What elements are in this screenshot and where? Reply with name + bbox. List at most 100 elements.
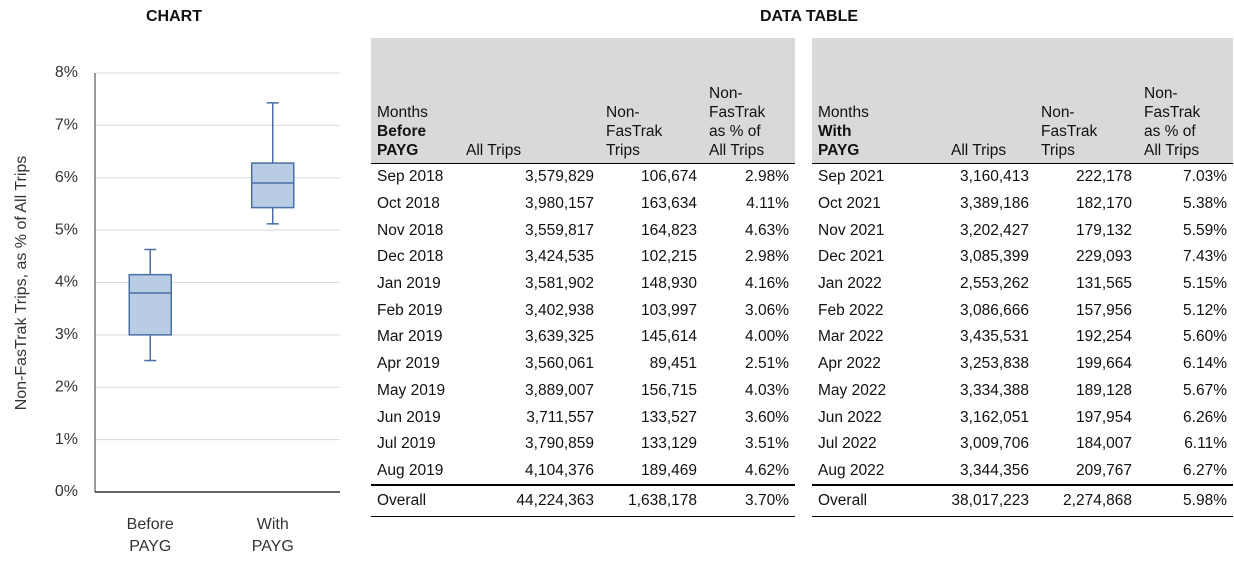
table-cell: 222,178 bbox=[1075, 168, 1132, 186]
table-cell: 3,009,706 bbox=[960, 435, 1029, 453]
table-cell: 3,160,413 bbox=[960, 168, 1029, 186]
table-cell: 5.38% bbox=[1183, 195, 1227, 213]
table-cell: 3,334,388 bbox=[960, 381, 1029, 399]
table-row: Aug 2022 3,344,356 209,767 6.27% bbox=[812, 458, 1233, 486]
table-row: Jun 2022 3,162,051 197,954 6.26% bbox=[812, 404, 1233, 431]
table-cell: 3,579,829 bbox=[525, 168, 594, 186]
table-cell: Sep 2018 bbox=[377, 168, 444, 186]
table-cell: 4.11% bbox=[746, 195, 789, 213]
table-cell: 184,007 bbox=[1075, 435, 1132, 453]
table-cell: 6.26% bbox=[1183, 408, 1227, 426]
table-cell: 3,560,061 bbox=[525, 355, 594, 373]
footer-row: Overall 44,224,363 1,638,178 3.70% bbox=[371, 484, 795, 518]
table-cell: 4.00% bbox=[745, 328, 789, 346]
table-cell: 3,980,157 bbox=[525, 195, 594, 213]
table-row: Nov 2021 3,202,427 179,132 5.59% bbox=[812, 217, 1233, 244]
table-row: Feb 2022 3,086,666 157,956 5.12% bbox=[812, 297, 1233, 324]
header-cell: Months With PAYG bbox=[812, 38, 945, 164]
header-cell: All Trips bbox=[460, 38, 600, 164]
table-cell: 3,202,427 bbox=[960, 221, 1029, 239]
header-text: All Trips bbox=[951, 142, 1007, 159]
table-cell: May 2019 bbox=[377, 381, 446, 399]
table-cell: 131,565 bbox=[1075, 275, 1132, 293]
table-cell: 102,215 bbox=[640, 248, 697, 266]
table-cell: 5.67% bbox=[1183, 381, 1227, 399]
footer-row: Overall 38,017,223 2,274,868 5.98% bbox=[812, 484, 1233, 518]
table-cell: 164,823 bbox=[640, 221, 697, 239]
table-cell: Jun 2022 bbox=[818, 408, 882, 426]
table-cell: Jan 2019 bbox=[377, 275, 441, 293]
table-cell: 5.15% bbox=[1183, 275, 1227, 293]
table-cell: 4.16% bbox=[745, 275, 789, 293]
table-cell: 106,674 bbox=[640, 168, 697, 186]
table-cell: 2,274,868 bbox=[1035, 484, 1138, 518]
table-cell: 1,638,178 bbox=[600, 484, 703, 518]
table-row: Mar 2019 3,639,325 145,614 4.00% bbox=[371, 324, 795, 351]
table-cell: May 2022 bbox=[818, 381, 887, 399]
data-table: Months Before PAYG All Trips Non-FasTrak Tr… bbox=[371, 38, 795, 518]
y-axis-label: Non-FasTrak Trips, as % of All Trips bbox=[13, 156, 30, 411]
table-cell: Overall bbox=[812, 484, 945, 518]
table-cell: 6.27% bbox=[1183, 461, 1227, 479]
table-cell: 148,930 bbox=[640, 275, 697, 293]
table-cell: Jul 2022 bbox=[818, 435, 877, 453]
table-row: Apr 2022 3,253,838 199,664 6.14% bbox=[812, 351, 1233, 378]
table-cell: 145,614 bbox=[640, 328, 697, 346]
y-tick-label: 5% bbox=[55, 221, 78, 238]
table-cell: 3,344,356 bbox=[960, 461, 1029, 479]
table-cell: 2,553,262 bbox=[960, 275, 1029, 293]
x-tick-label: With PAYG bbox=[251, 516, 294, 555]
table-row: Jun 2019 3,711,557 133,527 3.60% bbox=[371, 404, 795, 431]
chart: Non-FasTrak Trips, as % of All Trips 0% 1… bbox=[13, 64, 340, 500]
table-row: Nov 2018 3,559,817 164,823 4.63% bbox=[371, 217, 795, 244]
box bbox=[251, 162, 295, 209]
table-row: May 2019 3,889,007 156,715 4.03% bbox=[371, 378, 795, 405]
table-cell: 189,128 bbox=[1075, 381, 1132, 399]
table-row: Dec 2018 3,424,535 102,215 2.98% bbox=[371, 244, 795, 271]
header-cell: Non-FasTrak Trips bbox=[1035, 38, 1138, 164]
table-cell: 89,451 bbox=[649, 355, 697, 373]
table-cell: Mar 2022 bbox=[818, 328, 884, 346]
header-bold: Before PAYG bbox=[377, 123, 427, 159]
table-cell: Jul 2019 bbox=[377, 435, 436, 453]
table-cell: 192,254 bbox=[1075, 328, 1132, 346]
table-cell: 2.98% bbox=[745, 248, 789, 266]
table-row: Sep 2021 3,160,413 222,178 7.03% bbox=[812, 164, 1233, 191]
table-cell: 103,997 bbox=[640, 301, 697, 319]
y-tick-label: 0% bbox=[55, 483, 78, 500]
table-cell: Mar 2019 bbox=[377, 328, 443, 346]
header-text: Non-FasTrak Trips bbox=[1041, 104, 1098, 159]
table-cell: 7.03% bbox=[1183, 168, 1227, 186]
table-cell: Feb 2022 bbox=[818, 301, 884, 319]
table-cell: 4.62% bbox=[745, 461, 789, 479]
table-cell: 6.11% bbox=[1184, 435, 1227, 453]
box bbox=[128, 273, 172, 336]
table-cell: 3.51% bbox=[745, 435, 789, 453]
table-cell: 157,956 bbox=[1075, 301, 1132, 319]
table-cell: Nov 2018 bbox=[377, 221, 444, 239]
table-cell: 3,639,325 bbox=[525, 328, 594, 346]
table-cell: 3,402,938 bbox=[525, 301, 594, 319]
table-cell: 3,162,051 bbox=[960, 408, 1029, 426]
header-text: Non-FasTrak as % of All Trips bbox=[1144, 85, 1201, 159]
table-cell: 3.60% bbox=[745, 408, 789, 426]
table-heading: DATA TABLE bbox=[760, 8, 859, 25]
table-cell: Dec 2018 bbox=[377, 248, 444, 266]
table-cell: 4,104,376 bbox=[525, 461, 594, 479]
table-cell: 4.63% bbox=[745, 221, 789, 239]
x-tick-label: Before PAYG bbox=[126, 516, 174, 555]
table-cell: 2.98% bbox=[745, 168, 789, 186]
header-cell: Months Before PAYG bbox=[371, 38, 460, 164]
table-cell: 2.51% bbox=[745, 355, 789, 373]
table-cell: Apr 2022 bbox=[818, 355, 881, 373]
header-text: All Trips bbox=[466, 142, 522, 159]
table-cell: 163,634 bbox=[640, 195, 697, 213]
table-cell: 197,954 bbox=[1075, 408, 1132, 426]
table-cell: Aug 2019 bbox=[377, 461, 444, 479]
table-cell: Overall bbox=[371, 484, 460, 518]
table-cell: 3,253,838 bbox=[960, 355, 1029, 373]
y-tick-label: 8% bbox=[55, 64, 78, 81]
table-row: Dec 2021 3,085,399 229,093 7.43% bbox=[812, 244, 1233, 271]
table-cell: 5.98% bbox=[1138, 484, 1233, 518]
